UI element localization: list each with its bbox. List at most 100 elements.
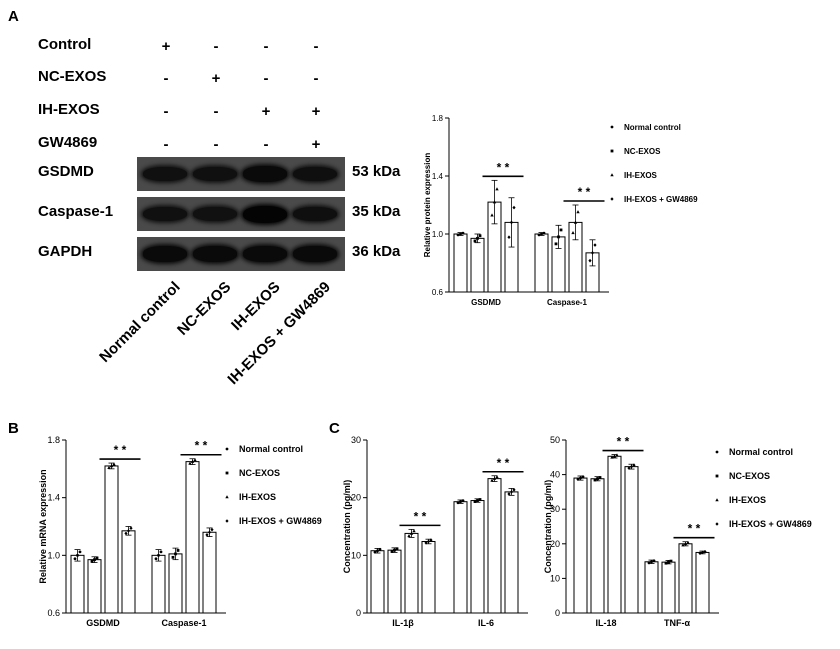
data-point	[667, 560, 670, 564]
panel-label-c: C	[329, 420, 340, 437]
treatment-sign: -	[163, 70, 169, 87]
treatment-label: IH-EXOS	[38, 101, 100, 118]
data-point	[190, 459, 195, 463]
x-tick-label: IL-1β	[392, 618, 414, 628]
blot-band	[293, 166, 337, 182]
blot-band	[293, 246, 337, 262]
treatment-sign: -	[213, 103, 219, 120]
data-point	[700, 550, 705, 555]
legend-marker	[225, 471, 229, 475]
data-point	[193, 458, 197, 462]
bar	[404, 532, 419, 614]
bar	[453, 501, 468, 614]
data-point	[540, 232, 543, 236]
legend-label: IH-EXOS	[729, 495, 766, 505]
blot-band	[193, 167, 237, 181]
data-point	[490, 213, 494, 217]
panel-label-a: A	[8, 8, 19, 25]
legend-label: Normal control	[239, 444, 303, 454]
x-tick-label: Caspase-1	[161, 618, 206, 628]
x-tick-label: GSDMD	[471, 298, 501, 307]
data-point	[490, 478, 494, 482]
bar	[487, 478, 502, 614]
bar	[695, 551, 710, 614]
bar	[470, 500, 485, 614]
data-point	[154, 557, 158, 561]
y-tick-label: 20	[550, 539, 560, 549]
data-point	[537, 233, 541, 237]
data-point	[647, 561, 651, 565]
significance-stars: * *	[497, 456, 510, 470]
bar	[121, 530, 136, 614]
data-point	[579, 476, 582, 480]
data-point	[509, 220, 514, 225]
y-tick-label: 0.6	[47, 608, 60, 618]
data-point	[459, 500, 462, 504]
data-point	[390, 550, 394, 553]
treatment-sign: +	[311, 103, 321, 120]
blot-protein-label: Caspase-1	[38, 203, 114, 220]
blot-band	[193, 207, 237, 221]
blot-protein-label: GAPDH	[38, 243, 93, 260]
data-point	[429, 538, 433, 542]
data-point	[176, 549, 180, 552]
y-axis-title: Concentration (pg/ml)	[543, 480, 553, 574]
x-tick-label: GSDMD	[86, 618, 120, 628]
bar	[678, 543, 693, 614]
treatment-sign: -	[263, 70, 269, 87]
y-tick-label: 30	[351, 435, 361, 445]
treatment-label: NC-EXOS	[38, 68, 107, 85]
x-tick-label: Caspase-1	[547, 298, 588, 307]
legend-label: NC-EXOS	[239, 468, 280, 478]
x-tick-label: IL-6	[478, 618, 494, 628]
significance-stars: * *	[414, 509, 427, 523]
y-tick-label: 50	[550, 435, 560, 445]
bar	[202, 531, 217, 614]
data-point	[478, 234, 482, 238]
treatment-label: GW4869	[38, 134, 98, 151]
data-point	[512, 488, 516, 492]
data-point	[686, 540, 690, 544]
bar	[661, 561, 676, 614]
y-tick-label: 30	[550, 504, 560, 514]
treatment-sign: -	[263, 136, 269, 153]
treatment-sign: -	[263, 38, 269, 55]
legend-marker	[715, 450, 719, 454]
blot-band	[243, 205, 287, 223]
blot-band	[143, 207, 187, 221]
data-point	[557, 235, 560, 239]
bar	[185, 461, 200, 614]
y-tick-label: 1.4	[432, 172, 444, 181]
blot-band	[143, 246, 187, 262]
significance-stars: * *	[195, 439, 208, 453]
data-point	[512, 205, 516, 210]
data-point	[476, 236, 479, 240]
data-point	[495, 187, 499, 191]
data-point	[571, 231, 575, 235]
treatment-sign: -	[213, 38, 219, 55]
data-point	[424, 541, 428, 545]
blot-protein-label: GSDMD	[38, 163, 94, 180]
bar	[387, 549, 402, 614]
data-point	[492, 200, 497, 204]
data-point	[126, 529, 131, 533]
data-point	[588, 258, 592, 263]
y-tick-label: 40	[550, 470, 560, 480]
legend-marker	[715, 474, 719, 478]
data-point	[174, 552, 177, 556]
legend-marker	[225, 519, 229, 523]
data-point	[542, 231, 546, 235]
data-point	[703, 549, 707, 554]
data-point	[590, 251, 595, 255]
data-point	[78, 550, 82, 554]
legend-marker	[610, 173, 614, 177]
data-point	[559, 228, 563, 232]
legend-marker	[715, 498, 719, 502]
data-point	[627, 466, 631, 470]
y-tick-label: 1.4	[47, 493, 60, 503]
data-point	[407, 534, 411, 538]
data-point	[456, 233, 460, 237]
blot-strip-caspase-1	[137, 197, 345, 231]
data-point	[615, 453, 619, 457]
